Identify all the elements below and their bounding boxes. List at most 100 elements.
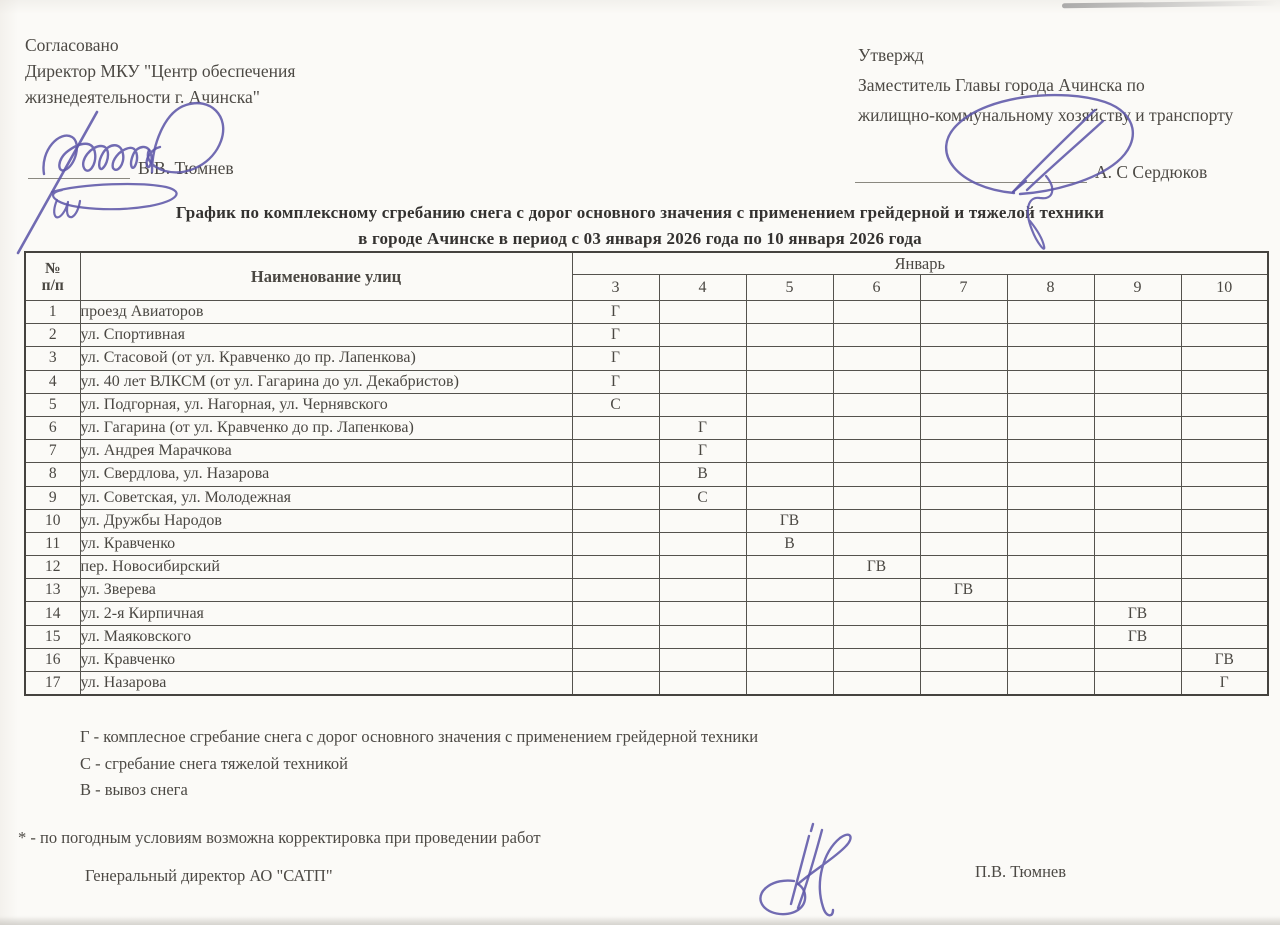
day-cell	[658, 647, 747, 673]
day-cell	[658, 346, 747, 371]
day-cell	[745, 323, 834, 348]
day-cell	[919, 415, 1008, 441]
day-cell	[1006, 462, 1095, 487]
day-header-row: 3 4 5 6 7 8 9 10	[25, 274, 1269, 301]
day-cell: ГВ	[919, 578, 1008, 603]
day-cell	[1006, 485, 1095, 510]
day-header-3: 3	[571, 274, 660, 301]
day-cell	[832, 647, 921, 673]
signature-line-right	[855, 181, 1087, 183]
day-cell: С	[658, 485, 747, 510]
day-cell	[1180, 415, 1269, 441]
col-header-number-line2: п/п	[41, 276, 64, 294]
row-number-cell: 8	[24, 462, 81, 487]
day-cell: С	[571, 392, 660, 417]
street-name-cell: ул. Андрея Марачкова	[79, 439, 573, 464]
approval-right-line2: жилищно-коммунальному хозяйству и трансп…	[858, 105, 1234, 125]
day-cell	[919, 462, 1008, 487]
scan-artifact-top-edge	[1061, 0, 1278, 9]
day-cell	[919, 647, 1008, 673]
day-cell	[832, 392, 921, 417]
day-cell: Г	[571, 323, 660, 348]
row-number-cell: 5	[24, 392, 81, 417]
street-name-cell: ул. Кравченко	[79, 531, 573, 557]
day-cell	[832, 601, 921, 626]
day-cell	[571, 531, 660, 557]
day-cell	[832, 346, 921, 371]
table-row: 5 ул. Подгорная, ул. Нагорная, ул. Черняв…	[24, 392, 1269, 417]
approval-left-line2: жизнедеятельности г. Ачинска"	[25, 87, 260, 107]
row-number-cell: 7	[24, 439, 81, 464]
table-row: 6 ул. Гагарина (от ул. Кравченко до пр. Л…	[24, 415, 1269, 441]
day-cell	[745, 415, 834, 441]
day-cell	[658, 671, 747, 696]
day-cell	[745, 578, 834, 603]
day-cell	[1006, 415, 1095, 441]
day-cell	[571, 462, 660, 487]
row-number-cell: 15	[24, 624, 81, 649]
day-cell	[832, 671, 921, 696]
day-cell	[1093, 462, 1182, 487]
day-cell	[658, 531, 747, 557]
schedule-table-body: 1 проезд Авиаторов Г 2 ул. Спортивная Г 3 ул. С…	[24, 299, 1269, 696]
street-name-cell: ул. Гагарина (от ул. Кравченко до пр. Ла…	[79, 415, 573, 441]
table-row: 2 ул. Спортивная Г	[24, 323, 1269, 348]
day-cell	[1093, 531, 1182, 557]
footer-signatory: П.В. Тюмнев	[975, 862, 1067, 881]
day-cell: Г	[571, 346, 660, 371]
day-cell	[658, 299, 747, 325]
day-cell	[919, 299, 1008, 325]
table-row: 13 ул. Зверева ГВ	[24, 578, 1269, 603]
day-cell	[1093, 415, 1182, 441]
day-cell	[1180, 555, 1269, 580]
day-header-4: 4	[658, 274, 747, 301]
day-cell	[1093, 369, 1182, 394]
day-cell	[832, 462, 921, 487]
day-cell	[832, 299, 921, 325]
day-cell	[658, 323, 747, 348]
day-cell	[1180, 624, 1269, 649]
day-cell	[571, 415, 660, 441]
day-cell	[745, 671, 834, 696]
street-name-cell: ул. Советская, ул. Молодежная	[79, 485, 573, 510]
day-cell	[745, 485, 834, 510]
day-cell	[1006, 508, 1095, 533]
day-cell	[919, 369, 1008, 394]
day-cell	[1180, 323, 1269, 348]
street-name-cell: ул. 40 лет ВЛКСМ (от ул. Гагарина до ул.…	[79, 369, 573, 394]
day-cell	[1093, 346, 1182, 371]
day-cell	[1180, 485, 1269, 510]
approval-right-label: Утвержд	[858, 45, 924, 65]
day-cell	[1180, 508, 1269, 533]
approval-left-line1: Директор МКУ "Центр обеспечения	[25, 61, 296, 81]
street-name-cell: ул. Зверева	[79, 578, 573, 603]
day-cell	[658, 601, 747, 626]
day-cell	[658, 508, 747, 533]
table-row: 4 ул. 40 лет ВЛКСМ (от ул. Гагарина до ул…	[24, 369, 1269, 394]
day-cell	[1006, 369, 1095, 394]
day-cell	[1180, 346, 1269, 371]
table-row: 7 ул. Андрея Марачкова Г	[24, 439, 1269, 464]
table-row: 17 ул. Назарова Г	[24, 671, 1269, 696]
schedule-table: № п/п Наименование улиц Январь 3 4 5 6 7 8 9 10…	[24, 251, 1270, 697]
day-cell	[1006, 601, 1095, 626]
footer-director-title: Генеральный директор АО "САТП"	[85, 866, 333, 885]
street-name-cell: ул. Маяковского	[79, 624, 573, 649]
day-cell	[571, 647, 660, 673]
street-name-cell: ул. Спортивная	[79, 323, 573, 348]
document-title-line1: График по комплексному сгребанию снега с…	[175, 203, 1105, 222]
legend-item-g: Г - комплесное сгребание снега с дорог о…	[80, 727, 759, 746]
day-cell: Г	[658, 415, 747, 441]
approval-left-block: Согласовано Директор МКУ "Центр обеспече…	[25, 32, 295, 110]
day-cell	[1093, 439, 1182, 464]
day-cell	[919, 485, 1008, 510]
day-cell	[1093, 555, 1182, 580]
day-cell	[1093, 647, 1182, 673]
row-number-cell: 2	[24, 323, 81, 348]
document-title-line2: в городе Ачинске в период с 03 января 20…	[358, 229, 922, 248]
day-cell	[745, 439, 834, 464]
day-cell	[658, 392, 747, 417]
day-cell	[1006, 624, 1095, 649]
col-header-number-line1: №	[44, 259, 61, 277]
row-number-cell: 3	[24, 346, 81, 371]
